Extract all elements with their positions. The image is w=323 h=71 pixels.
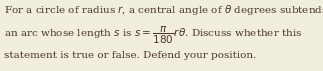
Text: an arc whose length $s$ is $s = \dfrac{\pi}{180}r\theta$. Discuss whether this: an arc whose length $s$ is $s = \dfrac{\… — [4, 25, 302, 46]
Text: statement is true or false. Defend your position.: statement is true or false. Defend your … — [4, 51, 256, 60]
Text: For a circle of radius $r$, a central angle of $\theta$ degrees subtends: For a circle of radius $r$, a central an… — [4, 3, 323, 17]
